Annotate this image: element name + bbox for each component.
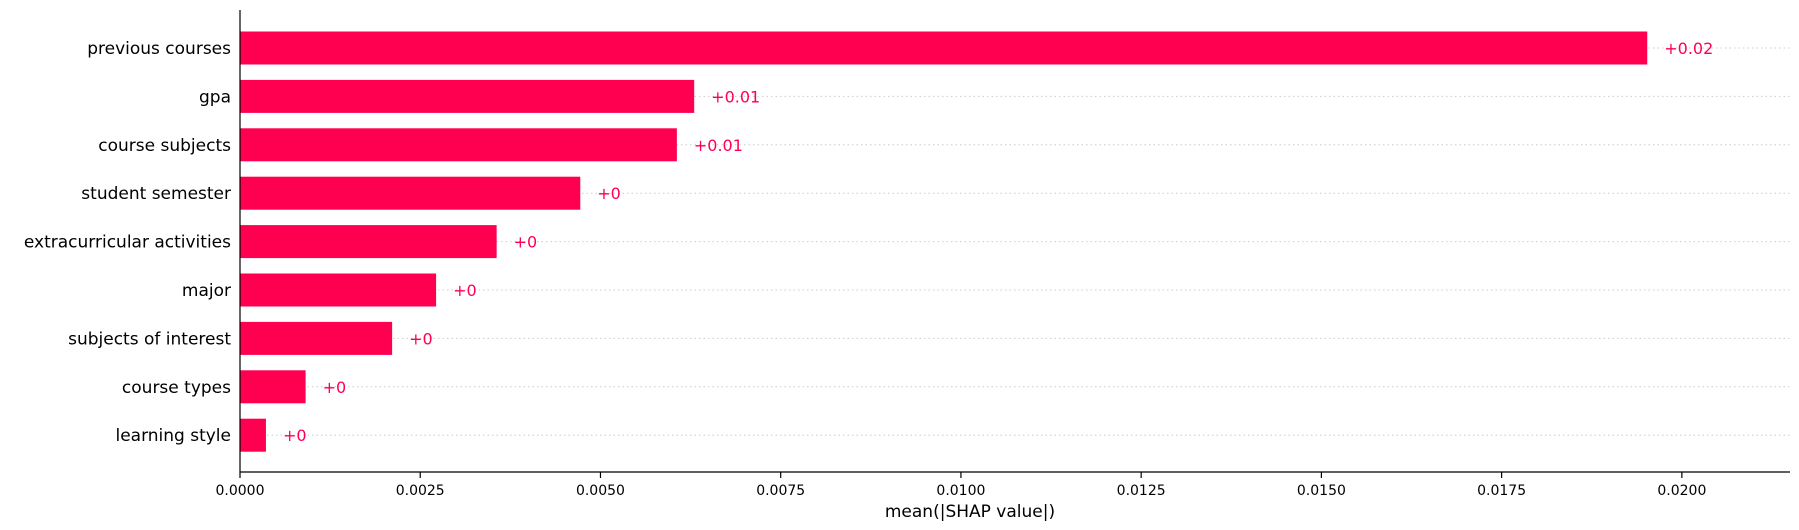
- bar: [240, 321, 393, 355]
- x-tick-label: 0.0100: [936, 483, 985, 499]
- category-labels: previous courses gpa course subjects studen…: [24, 39, 231, 446]
- bar: [240, 370, 306, 404]
- category-label: extracurricular activities: [24, 233, 231, 253]
- category-label: previous courses: [87, 39, 231, 59]
- data-label: +0: [597, 184, 621, 203]
- bar: [240, 418, 266, 452]
- data-labels: +0.02 +0.01 +0.01 +0 +0 +0 +0 +0 +0: [283, 39, 1713, 445]
- x-tick-label: 0.0025: [396, 483, 445, 499]
- data-label: +0: [514, 233, 538, 252]
- data-label: +0.02: [1664, 39, 1713, 58]
- gridlines: [240, 47, 1790, 436]
- category-label: course subjects: [98, 136, 231, 156]
- data-label: +0: [453, 281, 477, 300]
- x-tick-label: 0.0200: [1657, 483, 1706, 499]
- bars: [240, 31, 1648, 452]
- x-axis-title: mean(|SHAP value|): [885, 502, 1055, 522]
- data-label: +0.01: [711, 87, 760, 106]
- x-tick-label: 0.0075: [756, 483, 805, 499]
- category-label: learning style: [115, 426, 231, 446]
- bar: [240, 31, 1648, 65]
- category-label: gpa: [199, 87, 231, 107]
- bar: [240, 225, 497, 259]
- data-label: +0: [409, 329, 433, 348]
- data-label: +0.01: [694, 136, 743, 155]
- category-label: subjects of interest: [68, 329, 231, 349]
- category-label: student semester: [81, 184, 231, 204]
- bar: [240, 79, 695, 113]
- x-tick-label: 0.0050: [576, 483, 625, 499]
- data-label: +0: [323, 378, 347, 397]
- x-tick-label: 0.0000: [216, 483, 265, 499]
- x-tick-label: 0.0175: [1477, 483, 1526, 499]
- bar: [240, 176, 581, 210]
- category-label: course types: [122, 378, 231, 398]
- data-label: +0: [283, 426, 307, 445]
- bar: [240, 128, 677, 162]
- bar: [240, 273, 437, 307]
- x-axis-ticks: 0.0000 0.0025 0.0050 0.0075 0.0100 0.0125 0.01…: [216, 472, 1706, 499]
- x-tick-label: 0.0125: [1117, 483, 1166, 499]
- category-label: major: [182, 281, 231, 301]
- x-tick-label: 0.0150: [1297, 483, 1346, 499]
